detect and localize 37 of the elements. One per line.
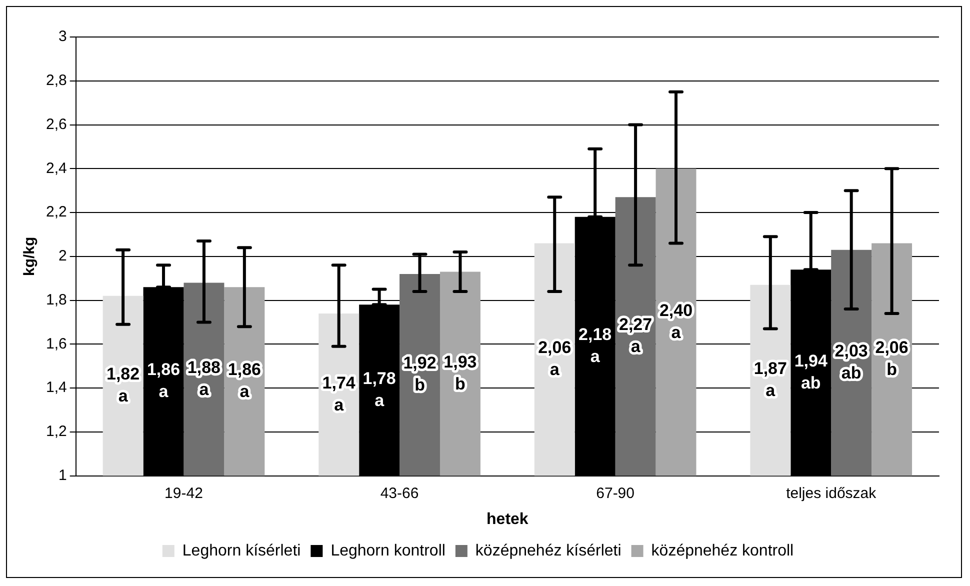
y-tick-label: 2 (58, 248, 67, 265)
legend-label: középnehéz kontroll (651, 542, 794, 560)
data-label: 1,94 ab (794, 351, 828, 392)
y-axis-title: kg/kg (21, 236, 38, 276)
y-tick-label: 2,8 (46, 72, 67, 90)
x-tick-label: 43-66 (380, 484, 419, 502)
x-axis-title: hetek (486, 510, 528, 528)
legend-label: középnehéz kísérleti (475, 542, 622, 560)
y-tick-label: 2,4 (46, 160, 67, 177)
data-label: 1,78 a (362, 368, 396, 410)
data-label: 1,93 b (444, 352, 477, 394)
y-tick-label: 2,6 (46, 116, 67, 133)
data-label: 2,40 a (659, 300, 693, 342)
y-tick-label: 1,2 (46, 423, 67, 440)
data-label: 2,03 ab (834, 341, 868, 382)
data-label: 2,06 b (875, 338, 908, 380)
y-tick-label: 1 (58, 466, 67, 484)
data-label: 1,86 a (146, 360, 180, 402)
data-label: 1,92 b (403, 354, 436, 395)
data-label: 1,82 a (106, 364, 140, 406)
data-label: 1,88 a (187, 358, 221, 399)
data-label: 2,18 a (578, 325, 612, 366)
data-label: 1,86 a (228, 360, 261, 402)
legend-label: Leghorn kontroll (330, 542, 446, 560)
y-tick-label: 3 (58, 28, 67, 46)
y-tick-label: 2,2 (46, 204, 67, 221)
y-tick-label: 1,4 (46, 379, 67, 396)
data-label: 1,74 a (322, 373, 356, 414)
data-label: 2,06 a (538, 338, 572, 380)
y-tick-label: 1,6 (46, 335, 67, 352)
data-label: 1,87 a (754, 359, 787, 400)
x-tick-label: 67-90 (596, 484, 635, 502)
data-label: 2,27 a (619, 315, 652, 356)
legend-label: Leghorn kísérleti (182, 542, 301, 560)
x-tick-label: 19-42 (164, 484, 203, 502)
y-tick-label: 1,8 (46, 291, 67, 308)
x-tick-label: teljes időszak (786, 484, 877, 502)
